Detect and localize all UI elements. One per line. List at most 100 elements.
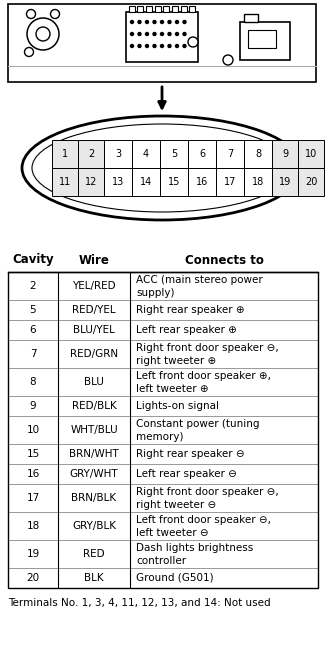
Text: RED: RED	[83, 549, 105, 559]
Text: 17: 17	[224, 177, 236, 187]
Bar	[126, 12, 198, 62]
Bar	[216, 140, 244, 168]
Text: 20: 20	[305, 177, 317, 187]
Circle shape	[50, 9, 59, 19]
Bar	[8, 4, 316, 82]
Ellipse shape	[32, 124, 292, 212]
Text: Left rear speaker ⊕: Left rear speaker ⊕	[136, 325, 237, 335]
Text: Constant power (tuning: Constant power (tuning	[136, 419, 259, 429]
Text: GRY/BLK: GRY/BLK	[72, 521, 116, 531]
Text: BRN/BLK: BRN/BLK	[72, 493, 117, 503]
Text: Right front door speaker ⊖,: Right front door speaker ⊖,	[136, 343, 279, 353]
Text: memory): memory)	[136, 432, 184, 442]
Circle shape	[176, 21, 178, 23]
Text: 1: 1	[62, 149, 68, 159]
Text: 8: 8	[255, 149, 261, 159]
Text: 3: 3	[115, 149, 121, 159]
Text: Left front door speaker ⊖,: Left front door speaker ⊖,	[136, 515, 271, 525]
Text: RED/GRN: RED/GRN	[70, 349, 118, 359]
Text: Left front door speaker ⊕,: Left front door speaker ⊕,	[136, 371, 271, 381]
Text: 8: 8	[30, 377, 36, 387]
Circle shape	[27, 9, 35, 19]
Text: Wire: Wire	[79, 254, 110, 266]
Text: 10: 10	[305, 149, 317, 159]
Bar	[240, 22, 290, 60]
Bar	[244, 140, 272, 168]
Text: Connects to: Connects to	[185, 254, 264, 266]
Circle shape	[176, 45, 178, 47]
Bar	[188, 168, 216, 196]
Ellipse shape	[22, 116, 302, 220]
Circle shape	[36, 27, 50, 41]
Text: BLU/YEL: BLU/YEL	[73, 325, 115, 335]
Circle shape	[24, 47, 33, 57]
Text: BLK: BLK	[84, 573, 104, 583]
Circle shape	[131, 45, 134, 47]
Bar	[216, 168, 244, 196]
Circle shape	[161, 33, 163, 35]
Text: BLU: BLU	[84, 377, 104, 387]
Text: 10: 10	[26, 425, 40, 435]
Bar	[189, 6, 195, 12]
Text: right tweeter ⊕: right tweeter ⊕	[136, 356, 216, 366]
Circle shape	[27, 18, 59, 50]
Text: 6: 6	[199, 149, 205, 159]
Text: 2: 2	[30, 281, 36, 291]
Text: 16: 16	[26, 469, 40, 479]
Text: 11: 11	[59, 177, 71, 187]
Circle shape	[183, 21, 186, 23]
Text: 17: 17	[26, 493, 40, 503]
Bar	[146, 6, 152, 12]
Bar	[248, 30, 276, 48]
Text: left tweeter ⊖: left tweeter ⊖	[136, 528, 209, 538]
Text: 4: 4	[143, 149, 149, 159]
Circle shape	[138, 33, 141, 35]
Bar	[298, 168, 324, 196]
Bar	[52, 168, 78, 196]
Text: RED/YEL: RED/YEL	[72, 305, 116, 315]
Bar	[52, 140, 78, 168]
Circle shape	[153, 33, 156, 35]
Text: 19: 19	[26, 549, 40, 559]
Text: Right rear speaker ⊖: Right rear speaker ⊖	[136, 449, 245, 459]
Bar	[8, 272, 318, 588]
Bar	[298, 140, 324, 168]
Text: controller: controller	[136, 556, 186, 566]
Bar	[132, 140, 160, 168]
Circle shape	[161, 45, 163, 47]
Bar	[78, 140, 104, 168]
Circle shape	[176, 33, 178, 35]
Bar	[172, 6, 178, 12]
Text: BRN/WHT: BRN/WHT	[69, 449, 119, 459]
Text: 12: 12	[85, 177, 97, 187]
Circle shape	[168, 45, 171, 47]
Text: Lights-on signal: Lights-on signal	[136, 401, 219, 411]
Text: 5: 5	[171, 149, 177, 159]
Text: right tweeter ⊖: right tweeter ⊖	[136, 500, 216, 510]
Text: Ground (G501): Ground (G501)	[136, 573, 214, 583]
Text: left tweeter ⊕: left tweeter ⊕	[136, 384, 209, 394]
Bar	[272, 168, 298, 196]
Circle shape	[188, 37, 198, 47]
Circle shape	[146, 45, 149, 47]
Bar	[244, 14, 258, 22]
Bar	[160, 168, 188, 196]
Circle shape	[168, 33, 171, 35]
Bar	[129, 6, 135, 12]
Text: Right front door speaker ⊖,: Right front door speaker ⊖,	[136, 487, 279, 497]
Bar	[132, 168, 160, 196]
Text: 9: 9	[30, 401, 36, 411]
Text: GRY/WHT: GRY/WHT	[70, 469, 118, 479]
Circle shape	[138, 45, 141, 47]
Circle shape	[146, 21, 149, 23]
Circle shape	[168, 21, 171, 23]
Text: 7: 7	[227, 149, 233, 159]
Text: WHT/BLU: WHT/BLU	[70, 425, 118, 435]
Bar	[181, 6, 187, 12]
Circle shape	[146, 33, 149, 35]
Text: 2: 2	[88, 149, 94, 159]
Text: 9: 9	[282, 149, 288, 159]
Text: 18: 18	[26, 521, 40, 531]
Text: 15: 15	[26, 449, 40, 459]
Circle shape	[131, 21, 134, 23]
